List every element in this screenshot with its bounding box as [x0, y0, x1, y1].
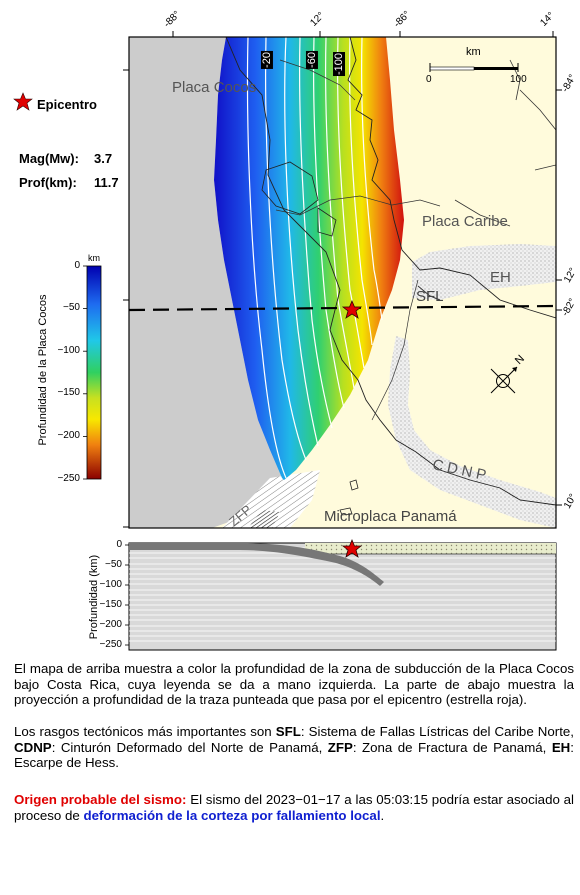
colorbar-tick-200: −200 — [57, 430, 80, 441]
profile-tick-150: −150 — [99, 599, 122, 610]
hess-escarpment-area — [412, 244, 556, 300]
label-microplaca-panama: Microplaca Panamá — [324, 508, 457, 525]
zfp-term: ZFP — [327, 739, 353, 755]
origin-paragraph: Origen probable del sismo: El sismo del … — [14, 792, 574, 823]
profile-tick-0: 0 — [116, 539, 122, 550]
slab-depth-surface — [214, 37, 404, 480]
pacific-coastline — [225, 37, 556, 506]
depth-colorbar — [86, 265, 102, 480]
contour-label-20: -20 — [260, 51, 273, 69]
profile-tick-100: −100 — [99, 579, 122, 590]
depth-profile — [125, 538, 557, 651]
colorbar-tick-250: −250 — [57, 473, 80, 484]
depth-label: Prof(km): — [19, 175, 77, 190]
colorbar-tick-0: 0 — [74, 260, 80, 271]
caribbean-coastline — [347, 37, 556, 319]
depth-value: 11.7 — [94, 175, 119, 190]
label-placa-cocos: Placa Cocos — [172, 79, 257, 96]
contour-label-100: -100 — [333, 51, 346, 77]
tectonic-features-paragraph: Los rasgos tectónicos más importantes so… — [14, 724, 574, 770]
mag-value: 3.7 — [94, 151, 113, 166]
profile-tick-250: −250 — [99, 639, 122, 650]
sfl-term: SFL — [275, 724, 301, 739]
cdnp-term: CDNP — [14, 739, 52, 755]
origin-cause: deformación de la corteza por fallamient… — [83, 807, 381, 823]
epicenter-legend-label: Epicentro — [37, 97, 97, 112]
scale-hundred: 100 — [510, 74, 527, 85]
scale-bar — [429, 63, 519, 72]
profile-tick-200: −200 — [99, 619, 122, 630]
epicenter-star — [341, 299, 363, 319]
legend-epicenter-star — [13, 92, 33, 111]
origin-label: Origen probable del sismo: — [14, 792, 187, 807]
label-sfl: SFL — [416, 288, 444, 305]
crust-layer — [305, 543, 556, 554]
ocean-area — [129, 37, 282, 528]
scale-zero: 0 — [426, 74, 432, 85]
scale-unit: km — [466, 46, 481, 58]
colorbar-tick-50: −50 — [63, 302, 80, 313]
subducting-slab — [129, 543, 384, 586]
label-eh: EH — [490, 269, 511, 286]
eh-term: EH — [551, 739, 571, 755]
zfp-area — [222, 470, 320, 528]
profile-tick-50: −50 — [105, 559, 122, 570]
cdnp-area — [388, 336, 556, 528]
colorbar-tick-150: −150 — [57, 387, 80, 398]
map-body — [129, 37, 556, 528]
label-placa-caribe: Placa Caribe — [422, 213, 508, 230]
north-arrow — [490, 366, 518, 394]
mag-label: Mag(Mw): — [19, 151, 79, 166]
colorbar-tick-100: −100 — [57, 345, 80, 356]
colorbar-unit: km — [88, 253, 100, 263]
description-paragraph: El mapa de arriba muestra a color la pro… — [14, 661, 574, 707]
map-frame — [128, 36, 557, 529]
map-figure — [13, 31, 562, 651]
colorbar-title: Profundidad de la Placa Cocos — [37, 294, 49, 446]
profile-epicenter-star — [341, 538, 363, 558]
contour-label-60: -60 — [305, 51, 318, 69]
depth-contours — [246, 37, 383, 479]
